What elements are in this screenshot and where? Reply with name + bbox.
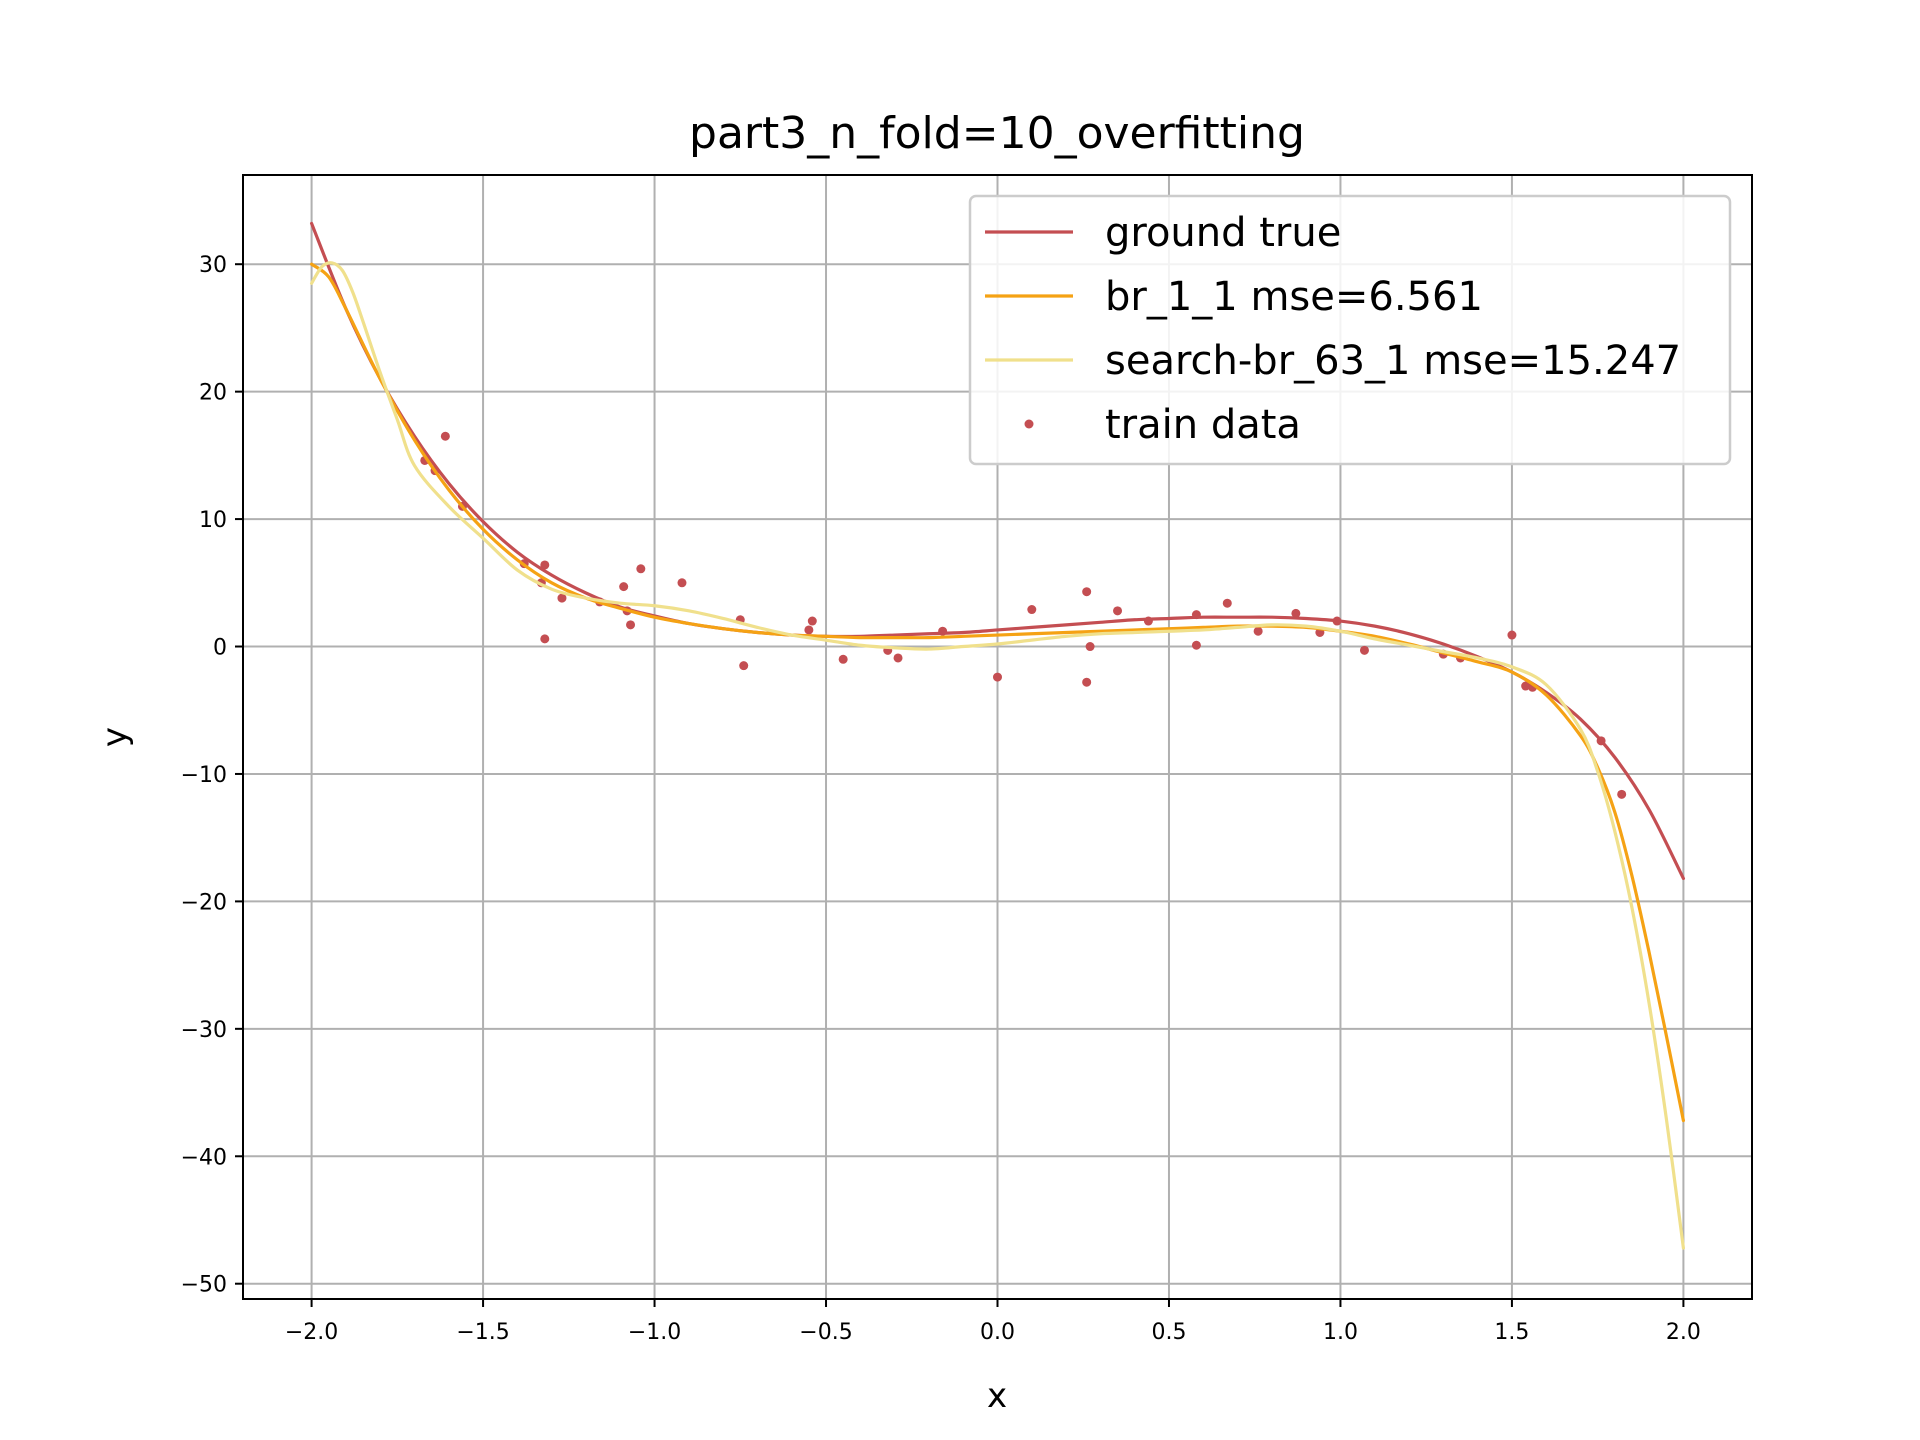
x-tick-label: 2.0 (1666, 1320, 1701, 1345)
x-tick-label: −2.0 (285, 1320, 338, 1345)
y-tick-label: −40 (181, 1145, 227, 1170)
x-tick-label: 0.0 (980, 1320, 1015, 1345)
legend-box (968, 194, 1732, 466)
x-tick-label: −0.5 (799, 1320, 852, 1345)
y-axis-label: y (95, 727, 135, 747)
x-tick-label: 1.0 (1323, 1320, 1358, 1345)
x-tick-label: 1.5 (1494, 1320, 1529, 1345)
train-data-point (1082, 677, 1092, 687)
train-data-point (1027, 605, 1037, 615)
train-data-point (893, 653, 903, 663)
train-data-point (1085, 642, 1095, 652)
x-tick-label: −1.0 (628, 1320, 681, 1345)
legend-marker-train-data (1024, 419, 1034, 429)
train-data-point (440, 431, 450, 441)
legend-label-br-1-1-mse-6-561: br_1_1 mse=6.561 (1105, 274, 1483, 320)
train-data-point (540, 634, 550, 644)
train-data-point (804, 625, 814, 635)
train-data-point (626, 620, 636, 630)
y-tick-label: 30 (199, 253, 227, 278)
legend-label-search-br-63-1-mse-15-247: search-br_63_1 mse=15.247 (1105, 338, 1681, 384)
train-data-point (557, 593, 567, 603)
train-data-point (1617, 789, 1627, 799)
train-data-point (1521, 681, 1531, 691)
legend: ground true br_1_1 mse=6.561 search-br_63_… (968, 194, 1732, 466)
y-tick-label: 20 (199, 381, 227, 406)
series-line-search-br-63-1-mse-15-247 (309, 261, 1686, 1250)
x-axis-label: x (987, 1376, 1007, 1416)
train-data-point (619, 582, 629, 592)
train-data-point (1253, 626, 1263, 636)
train-data-point (807, 616, 817, 626)
train-data-point (540, 560, 550, 570)
y-tick-label: 10 (199, 508, 227, 533)
train-data-point (1082, 587, 1092, 597)
series-line-br-1-1-mse-6-561 (309, 262, 1686, 1123)
train-data-point (993, 672, 1002, 682)
x-tick-label: −1.5 (456, 1320, 509, 1345)
train-data-point (677, 578, 687, 588)
train-data-point (1291, 608, 1301, 618)
legend-label-ground-true: ground true (1105, 210, 1341, 256)
y-tick-label: 0 (213, 636, 227, 661)
series-line-ground-true (309, 221, 1686, 881)
axis-ticks: −2.0 −1.5 −1.0 −0.5 0.0 0.5 1.0 1.5 2.0 30 20 10 0 −1… (181, 253, 1701, 1345)
chart-title: part3_n_fold=10_overfitting (689, 108, 1305, 159)
train-data-point (636, 564, 646, 574)
train-data-point (1113, 606, 1123, 616)
train-data-point (1507, 630, 1517, 640)
y-tick-label: −20 (181, 890, 227, 915)
legend-label-train-data: train data (1105, 402, 1301, 448)
train-data-point (838, 654, 848, 664)
y-tick-label: −10 (181, 763, 227, 788)
train-data-point (1222, 598, 1232, 608)
x-tick-label: 0.5 (1151, 1320, 1186, 1345)
y-tick-label: −30 (181, 1018, 227, 1043)
plot-series (309, 221, 1686, 1250)
y-tick-label: −50 (181, 1273, 227, 1298)
train-data-point (1191, 640, 1201, 650)
train-data-point (739, 661, 749, 671)
train-data-point (1359, 645, 1369, 655)
